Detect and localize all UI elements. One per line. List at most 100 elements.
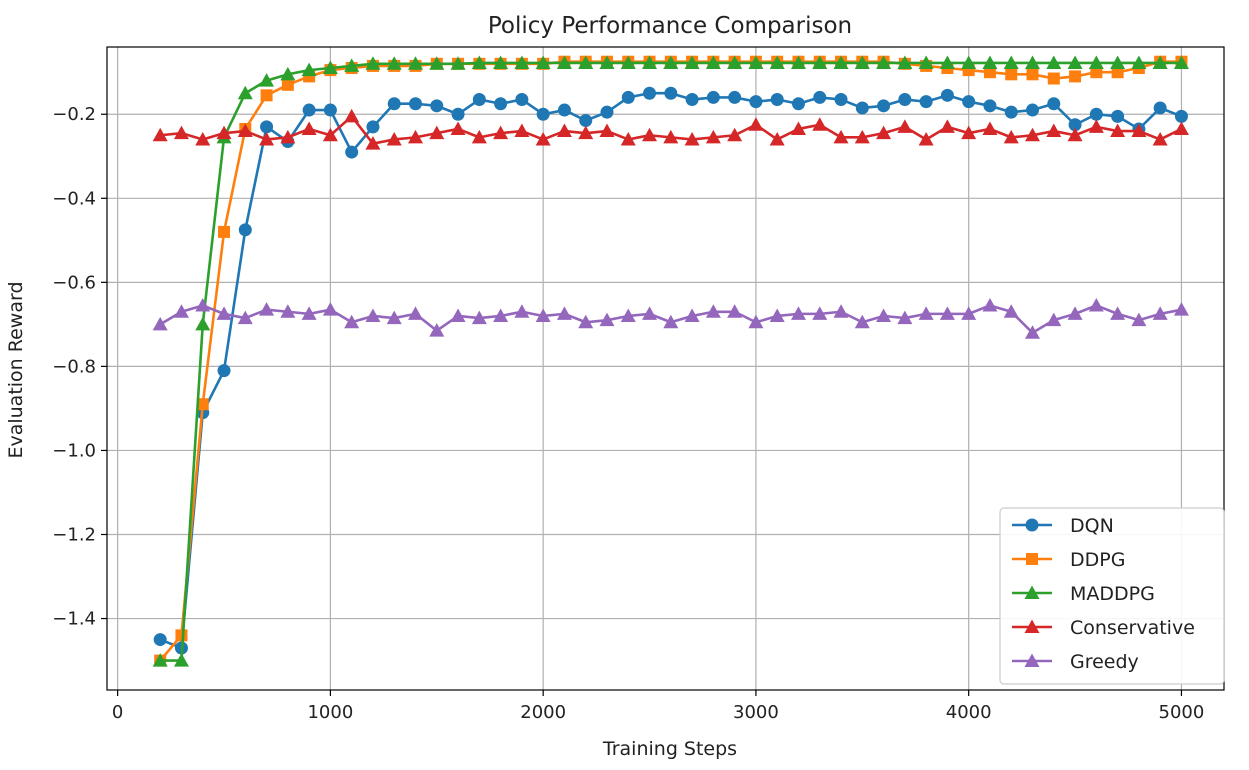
data-point-greedy bbox=[1110, 306, 1126, 320]
data-point-maddpg bbox=[1003, 55, 1019, 69]
data-point-greedy bbox=[1046, 312, 1062, 327]
data-point-dqn bbox=[983, 99, 997, 113]
data-point-ddpg bbox=[1005, 68, 1018, 81]
data-point-conservative bbox=[1067, 127, 1083, 142]
data-point-greedy bbox=[173, 304, 189, 318]
data-point-conservative bbox=[237, 123, 253, 138]
data-point-greedy bbox=[471, 310, 487, 325]
data-point-greedy bbox=[195, 297, 211, 312]
data-point-conservative bbox=[663, 129, 679, 144]
data-point-dqn bbox=[1153, 101, 1167, 115]
data-point-conservative bbox=[195, 131, 211, 146]
data-point-dqn bbox=[706, 90, 720, 104]
data-point-maddpg bbox=[769, 55, 785, 69]
series-maddpg bbox=[152, 55, 1189, 667]
legend-item-conservative: Conservative bbox=[1012, 617, 1195, 639]
data-point-dqn bbox=[621, 90, 635, 104]
data-point-maddpg bbox=[642, 55, 658, 69]
data-point-ddpg bbox=[1026, 68, 1039, 81]
data-point-maddpg bbox=[280, 66, 296, 81]
data-point-conservative bbox=[471, 129, 487, 144]
data-point-dqn bbox=[664, 86, 678, 100]
data-point-greedy bbox=[259, 302, 275, 316]
data-point-greedy bbox=[216, 306, 232, 320]
data-point-conservative bbox=[535, 131, 551, 146]
data-point-conservative bbox=[939, 119, 955, 133]
x-tick-label: 5000 bbox=[1159, 702, 1205, 723]
series-layer bbox=[152, 55, 1189, 667]
data-point-dqn bbox=[1004, 105, 1018, 119]
data-point-maddpg bbox=[599, 55, 615, 69]
data-point-greedy bbox=[237, 310, 253, 325]
data-point-conservative bbox=[620, 131, 636, 146]
data-point-conservative bbox=[1088, 119, 1104, 133]
data-point-maddpg bbox=[1110, 55, 1126, 69]
data-point-conservative bbox=[1173, 121, 1189, 135]
data-point-dqn bbox=[813, 90, 827, 104]
data-point-greedy bbox=[301, 306, 317, 320]
data-point-greedy bbox=[514, 304, 530, 318]
data-point-conservative bbox=[386, 131, 402, 146]
data-point-conservative bbox=[344, 108, 360, 123]
y-axis-ticks: −1.4 −1.2 −1.0 −0.8 −0.6 −0.4 −0.2 bbox=[52, 104, 107, 630]
data-point-maddpg bbox=[1131, 55, 1147, 69]
data-point-greedy bbox=[429, 323, 445, 337]
data-point-maddpg bbox=[1088, 55, 1104, 69]
data-point-conservative bbox=[918, 131, 934, 146]
data-point-greedy bbox=[748, 314, 764, 329]
data-point-conservative bbox=[833, 129, 849, 144]
data-point-conservative bbox=[748, 117, 764, 131]
data-point-maddpg bbox=[1046, 55, 1062, 69]
data-point-maddpg bbox=[386, 56, 402, 70]
data-point-maddpg bbox=[578, 55, 594, 69]
y-tick-label: −1.0 bbox=[52, 440, 96, 461]
data-point-conservative bbox=[1131, 123, 1147, 138]
data-point-greedy bbox=[578, 314, 594, 329]
data-point-maddpg bbox=[429, 56, 445, 70]
y-tick-label: −0.2 bbox=[52, 104, 96, 125]
data-point-maddpg bbox=[450, 56, 466, 70]
data-point-maddpg bbox=[514, 55, 530, 69]
legend-marker bbox=[1024, 653, 1040, 667]
data-point-conservative bbox=[514, 123, 530, 138]
data-point-dqn bbox=[749, 95, 763, 109]
legend-marker bbox=[1024, 619, 1040, 633]
data-point-dqn bbox=[834, 93, 848, 107]
data-point-greedy bbox=[833, 304, 849, 318]
data-point-greedy bbox=[705, 304, 721, 318]
y-tick-label: −0.8 bbox=[52, 356, 96, 377]
data-point-greedy bbox=[897, 310, 913, 325]
data-point-dqn bbox=[1026, 103, 1040, 117]
data-point-conservative bbox=[259, 131, 275, 146]
data-point-greedy bbox=[1173, 302, 1189, 316]
data-point-conservative bbox=[854, 129, 870, 144]
data-point-maddpg bbox=[812, 55, 828, 69]
legend-marker bbox=[1025, 518, 1039, 532]
data-point-greedy bbox=[1067, 306, 1083, 320]
data-point-dqn bbox=[898, 93, 912, 107]
data-point-ddpg bbox=[1047, 72, 1060, 85]
data-point-dqn bbox=[387, 97, 401, 111]
data-point-maddpg bbox=[727, 55, 743, 69]
legend-item-ddpg: DDPG bbox=[1012, 549, 1125, 571]
data-point-greedy bbox=[1131, 312, 1147, 327]
y-tick-label: −1.4 bbox=[52, 609, 96, 630]
data-point-greedy bbox=[961, 306, 977, 320]
data-point-conservative bbox=[684, 131, 700, 146]
data-point-greedy bbox=[1088, 297, 1104, 312]
data-point-maddpg bbox=[471, 55, 487, 69]
data-point-dqn bbox=[302, 103, 316, 117]
data-point-maddpg bbox=[854, 55, 870, 69]
data-point-dqn bbox=[1047, 97, 1061, 111]
x-axis-label: Training Steps bbox=[602, 738, 737, 760]
data-point-dqn bbox=[153, 633, 167, 647]
data-point-greedy bbox=[812, 306, 828, 320]
data-point-maddpg bbox=[195, 316, 211, 331]
data-point-greedy bbox=[663, 314, 679, 329]
y-tick-label: −0.4 bbox=[52, 188, 96, 209]
data-point-greedy bbox=[365, 308, 381, 322]
data-point-conservative bbox=[280, 129, 296, 144]
data-point-dqn bbox=[238, 223, 252, 237]
y-tick-label: −0.6 bbox=[52, 272, 96, 293]
